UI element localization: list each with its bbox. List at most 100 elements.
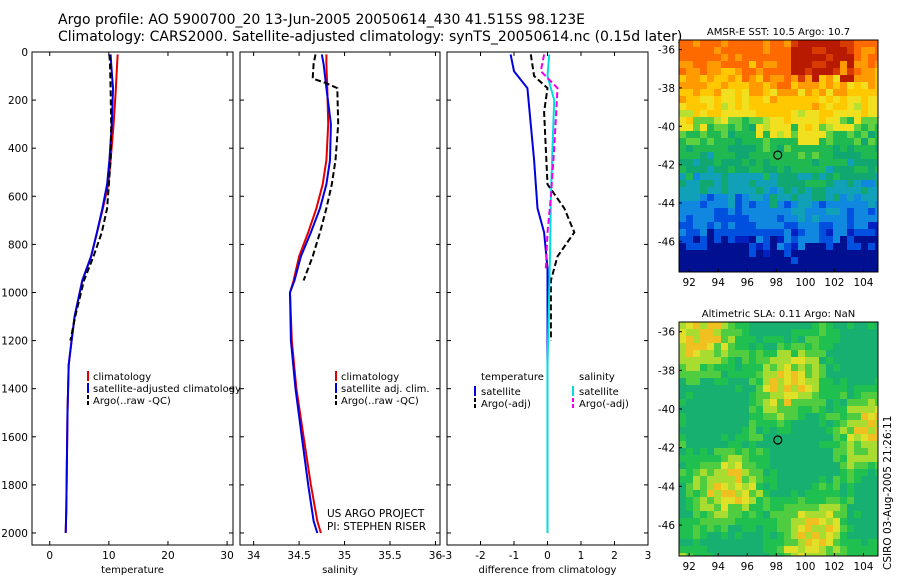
map-cell	[714, 47, 721, 54]
map-cell	[868, 497, 875, 504]
map-cell	[749, 525, 756, 532]
map-cell	[756, 250, 763, 257]
map-cell	[721, 243, 728, 250]
map-cell	[847, 420, 854, 427]
map-cell	[812, 399, 819, 406]
map-cell	[784, 138, 791, 145]
map-cell	[861, 75, 868, 82]
map-cell	[693, 222, 700, 229]
map-cell	[784, 89, 791, 96]
map-cell	[686, 385, 693, 392]
map-cell	[819, 385, 826, 392]
map-cell	[714, 159, 721, 166]
map-cell	[742, 322, 749, 329]
map-cell	[840, 539, 847, 546]
map-cell	[679, 406, 686, 413]
map-cell	[875, 96, 878, 103]
map-cell	[861, 469, 868, 476]
map-cell	[679, 138, 686, 145]
map-cell	[742, 511, 749, 518]
map-cell	[770, 89, 777, 96]
map-cell	[854, 497, 861, 504]
map-cell	[679, 54, 686, 61]
map-cell	[812, 497, 819, 504]
map-cell	[700, 82, 707, 89]
map-cell	[756, 103, 763, 110]
map-cell	[868, 343, 875, 350]
map-cell	[707, 483, 714, 490]
map-cell	[679, 392, 686, 399]
map-cell	[833, 413, 840, 420]
map-cell	[847, 187, 854, 194]
map-cell	[791, 371, 798, 378]
map-cell	[875, 152, 878, 159]
map-cell	[784, 54, 791, 61]
map-cell	[854, 152, 861, 159]
map-cell	[847, 257, 854, 264]
map-cell	[679, 215, 686, 222]
map-cell	[777, 329, 784, 336]
map-cell	[693, 525, 700, 532]
map-cell	[770, 497, 777, 504]
map-cell	[826, 243, 833, 250]
map-cell	[791, 546, 798, 553]
map-cell	[721, 208, 728, 215]
map-cell	[819, 399, 826, 406]
map-cell	[805, 131, 812, 138]
map-cell	[812, 532, 819, 539]
map-cell	[749, 159, 756, 166]
map-cell	[770, 539, 777, 546]
map-cell	[700, 343, 707, 350]
map-cell	[679, 208, 686, 215]
map-cell	[861, 532, 868, 539]
map-cell	[763, 504, 770, 511]
map-cell	[721, 371, 728, 378]
map-cell	[707, 518, 714, 525]
map-cell	[693, 47, 700, 54]
map-cell	[819, 82, 826, 89]
map-cell	[763, 124, 770, 131]
map-cell	[721, 68, 728, 75]
map-cell	[728, 427, 735, 434]
map-cell	[693, 329, 700, 336]
map-cell	[791, 61, 798, 68]
map-cell	[805, 504, 812, 511]
map-cell	[686, 546, 693, 553]
map-cell	[784, 117, 791, 124]
map-cell	[749, 371, 756, 378]
map-cell	[735, 180, 742, 187]
map-cell	[868, 441, 875, 448]
map-cell	[777, 413, 784, 420]
x-tick-label: 98	[770, 561, 783, 573]
map-cell	[798, 448, 805, 455]
map-cell	[791, 152, 798, 159]
map-cell	[714, 110, 721, 117]
map-cell	[777, 159, 784, 166]
map-cell	[847, 47, 854, 54]
map-cell	[819, 54, 826, 61]
map-cell	[805, 539, 812, 546]
map-cell	[770, 201, 777, 208]
map-cell	[770, 40, 777, 47]
map-cell	[819, 483, 826, 490]
map-cell	[791, 173, 798, 180]
map-cell	[777, 322, 784, 329]
map-cell	[763, 40, 770, 47]
map-cell	[819, 222, 826, 229]
map-cell	[770, 47, 777, 54]
map-cell	[812, 476, 819, 483]
map-cell	[763, 159, 770, 166]
map-cell	[763, 215, 770, 222]
map-cell	[686, 532, 693, 539]
map-cell	[707, 497, 714, 504]
map-cell	[721, 264, 728, 271]
map-cell	[686, 61, 693, 68]
map-cell	[840, 145, 847, 152]
map-cell	[826, 222, 833, 229]
map-cell	[833, 392, 840, 399]
map-cell	[721, 250, 728, 257]
map-cell	[714, 497, 721, 504]
map-cell	[861, 257, 868, 264]
map-cell	[798, 504, 805, 511]
map-cell	[805, 61, 812, 68]
